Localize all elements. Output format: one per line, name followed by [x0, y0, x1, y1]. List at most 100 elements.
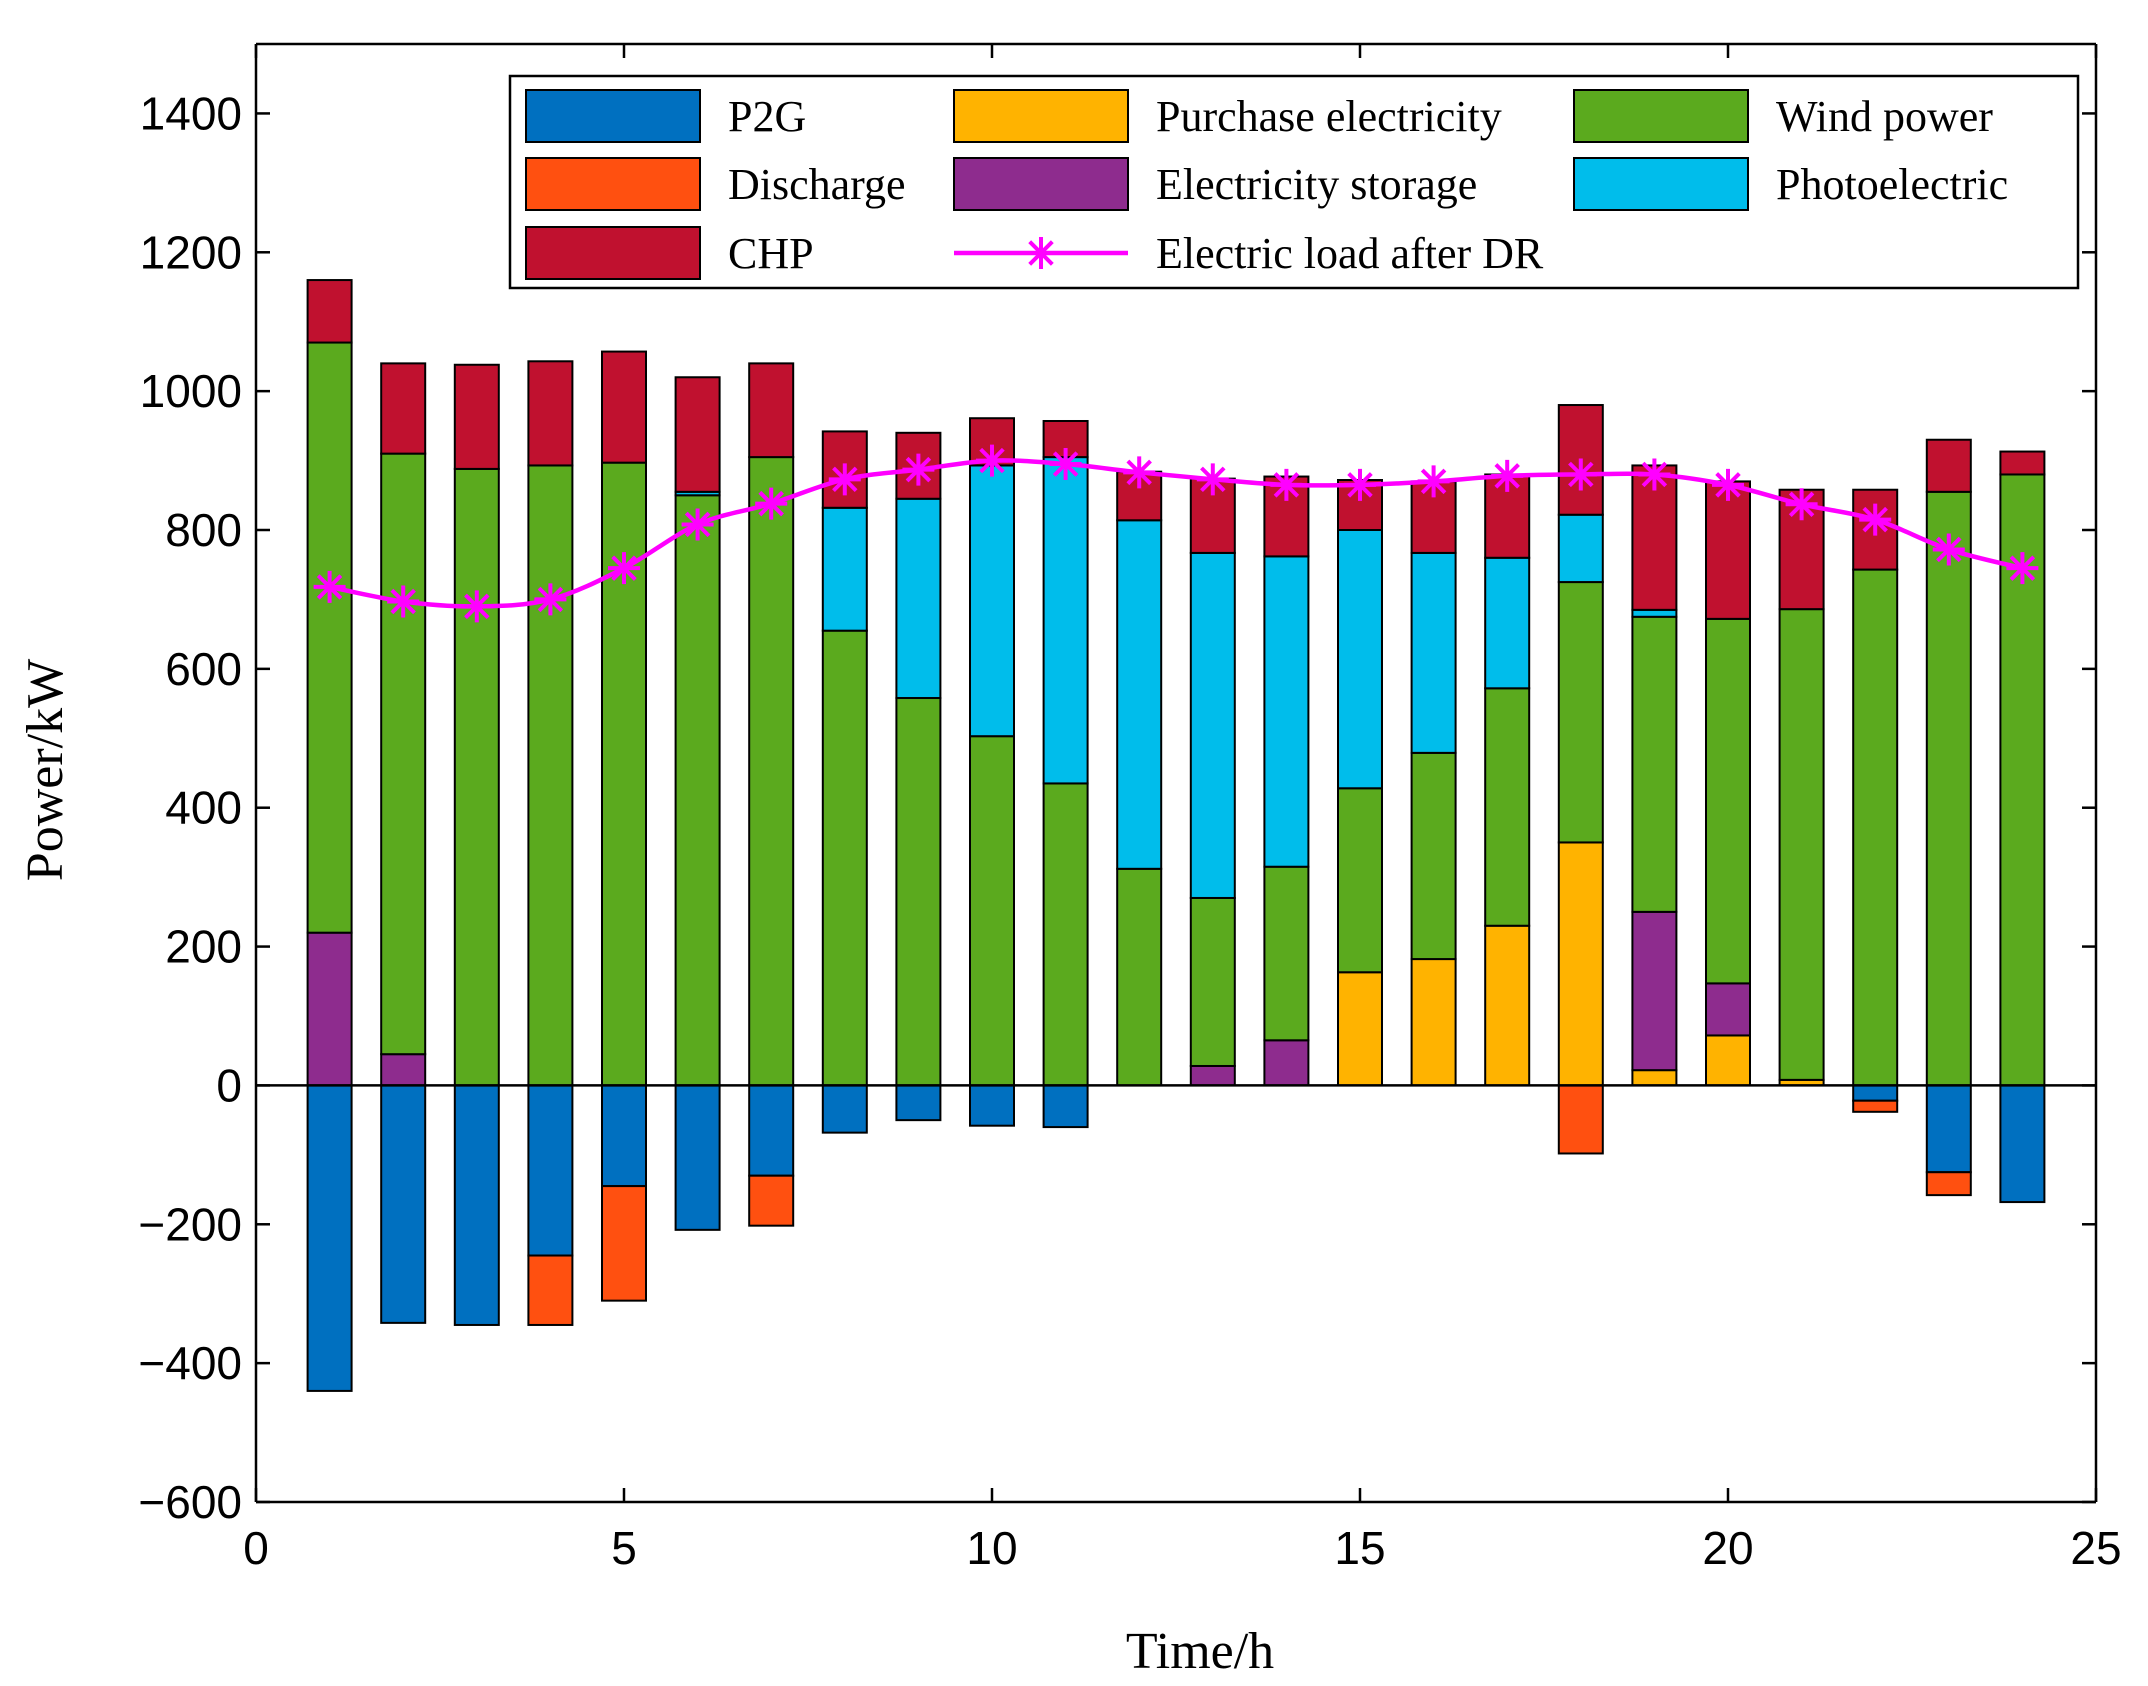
bar-chp [1925, 438, 1972, 493]
bar-p2g [527, 1084, 574, 1257]
y-tick-label: 200 [165, 921, 242, 973]
load-marker [608, 552, 640, 585]
bar-p2g [601, 1084, 647, 1188]
bar-chp [674, 376, 721, 493]
load-line-layer [313, 444, 2039, 623]
load-marker [1638, 458, 1671, 491]
load-marker [681, 508, 714, 541]
bar-wind-power [895, 697, 942, 1087]
bar-wind-power [1557, 581, 1604, 844]
legend-swatch-chp [525, 226, 701, 280]
bar-discharge [601, 1185, 647, 1302]
bar-electricity-storage [380, 1053, 427, 1087]
bar-purchase-electricity [1557, 841, 1604, 1087]
y-tick-label: 800 [165, 504, 242, 556]
load-marker [902, 453, 935, 486]
legend-swatch-wind-power [1573, 89, 1749, 143]
load-marker [1049, 448, 1082, 481]
bar-purchase-electricity [1484, 924, 1531, 1087]
y-tick-label: 1400 [140, 87, 242, 139]
bar-wind-power [1778, 608, 1825, 1081]
y-tick-label: −600 [138, 1476, 242, 1528]
bar-photoelectric [1116, 519, 1163, 870]
bar-wind-power [1631, 615, 1678, 913]
bar-p2g [380, 1084, 427, 1324]
bar-photoelectric [1042, 456, 1089, 785]
bar-p2g [969, 1084, 1015, 1127]
legend-swatch-discharge [525, 157, 701, 211]
bar-p2g [1999, 1084, 2046, 1204]
axes-layer [254, 42, 2098, 1504]
legend-box [508, 74, 2080, 290]
bar-wind-power [1263, 865, 1310, 1042]
bar-chp [380, 362, 427, 455]
bar-wind-power [1410, 751, 1457, 961]
bar-p2g [453, 1084, 500, 1326]
bar-photoelectric [1263, 555, 1310, 868]
bar-wind-power [1484, 687, 1531, 927]
bar-electricity-storage [306, 931, 353, 1087]
bar-wind-power [969, 735, 1015, 1087]
legend-label-electricity-storage: Electricity storage [1156, 160, 1477, 209]
bar-chp [601, 350, 647, 464]
y-tick-label: 1200 [140, 226, 242, 278]
bar-photoelectric [1337, 529, 1383, 790]
bar-wind-power [453, 467, 500, 1087]
legend-swatch-photoelectric [1573, 157, 1749, 211]
y-tick-label: −400 [138, 1337, 242, 1389]
load-marker [1785, 488, 1818, 521]
bar-chp [748, 362, 795, 459]
x-tick-label: 25 [2070, 1522, 2121, 1574]
bar-photoelectric [895, 497, 942, 700]
y-tick-label: 0 [216, 1059, 242, 1111]
load-marker [1025, 237, 1057, 269]
legend-label-chp: CHP [728, 229, 814, 278]
bar-electricity-storage [1263, 1039, 1310, 1087]
bar-photoelectric [969, 464, 1015, 738]
legend-label-purchase-electricity: Purchase electricity [1156, 92, 1502, 141]
bar-wind-power [1705, 617, 1751, 985]
x-tick-label: 15 [1334, 1522, 1385, 1574]
bar-wind-power [1852, 568, 1899, 1087]
legend-label-p2g: P2G [728, 92, 806, 141]
bar-photoelectric [1484, 556, 1531, 690]
load-marker [313, 570, 346, 603]
x-tick-label: 10 [966, 1522, 1017, 1574]
load-marker [1123, 456, 1156, 489]
load-marker [2006, 552, 2039, 585]
bar-chp [527, 360, 574, 467]
bar-wind-power [674, 494, 721, 1087]
load-marker [460, 590, 493, 623]
bar-p2g [748, 1084, 795, 1177]
x-tick-label: 5 [611, 1522, 637, 1574]
legend-swatch-p2g [525, 89, 701, 143]
load-marker [1491, 459, 1524, 492]
load-marker [976, 444, 1008, 477]
bar-chp [453, 363, 500, 470]
bar-wind-power [821, 629, 868, 1087]
load-marker [1270, 468, 1303, 501]
legend: P2G Purchase electricity Wind power Dischar… [508, 74, 2080, 290]
load-marker [1712, 468, 1744, 501]
bar-wind-power [1337, 787, 1383, 974]
bar-photoelectric [1189, 551, 1236, 899]
bar-wind-power [380, 452, 427, 1056]
load-marker [755, 487, 788, 520]
bar-discharge [1925, 1171, 1972, 1197]
bar-wind-power [1925, 490, 1972, 1087]
y-tick-label: 600 [165, 643, 242, 695]
bar-purchase-electricity [1705, 1034, 1751, 1087]
bar-chp [306, 279, 353, 344]
bar-electricity-storage [1189, 1064, 1236, 1087]
y-tick-label: 1000 [140, 365, 242, 417]
bar-discharge [1557, 1084, 1604, 1155]
bar-wind-power [748, 456, 795, 1087]
bar-electricity-storage [1705, 982, 1751, 1037]
bar-photoelectric [1557, 513, 1604, 584]
x-tick-label: 20 [1702, 1522, 1753, 1574]
load-marker [828, 463, 861, 496]
bar-electricity-storage [1631, 910, 1678, 1072]
bar-discharge [527, 1254, 574, 1326]
legend-label-photoelectric: Photoelectric [1776, 160, 2008, 209]
